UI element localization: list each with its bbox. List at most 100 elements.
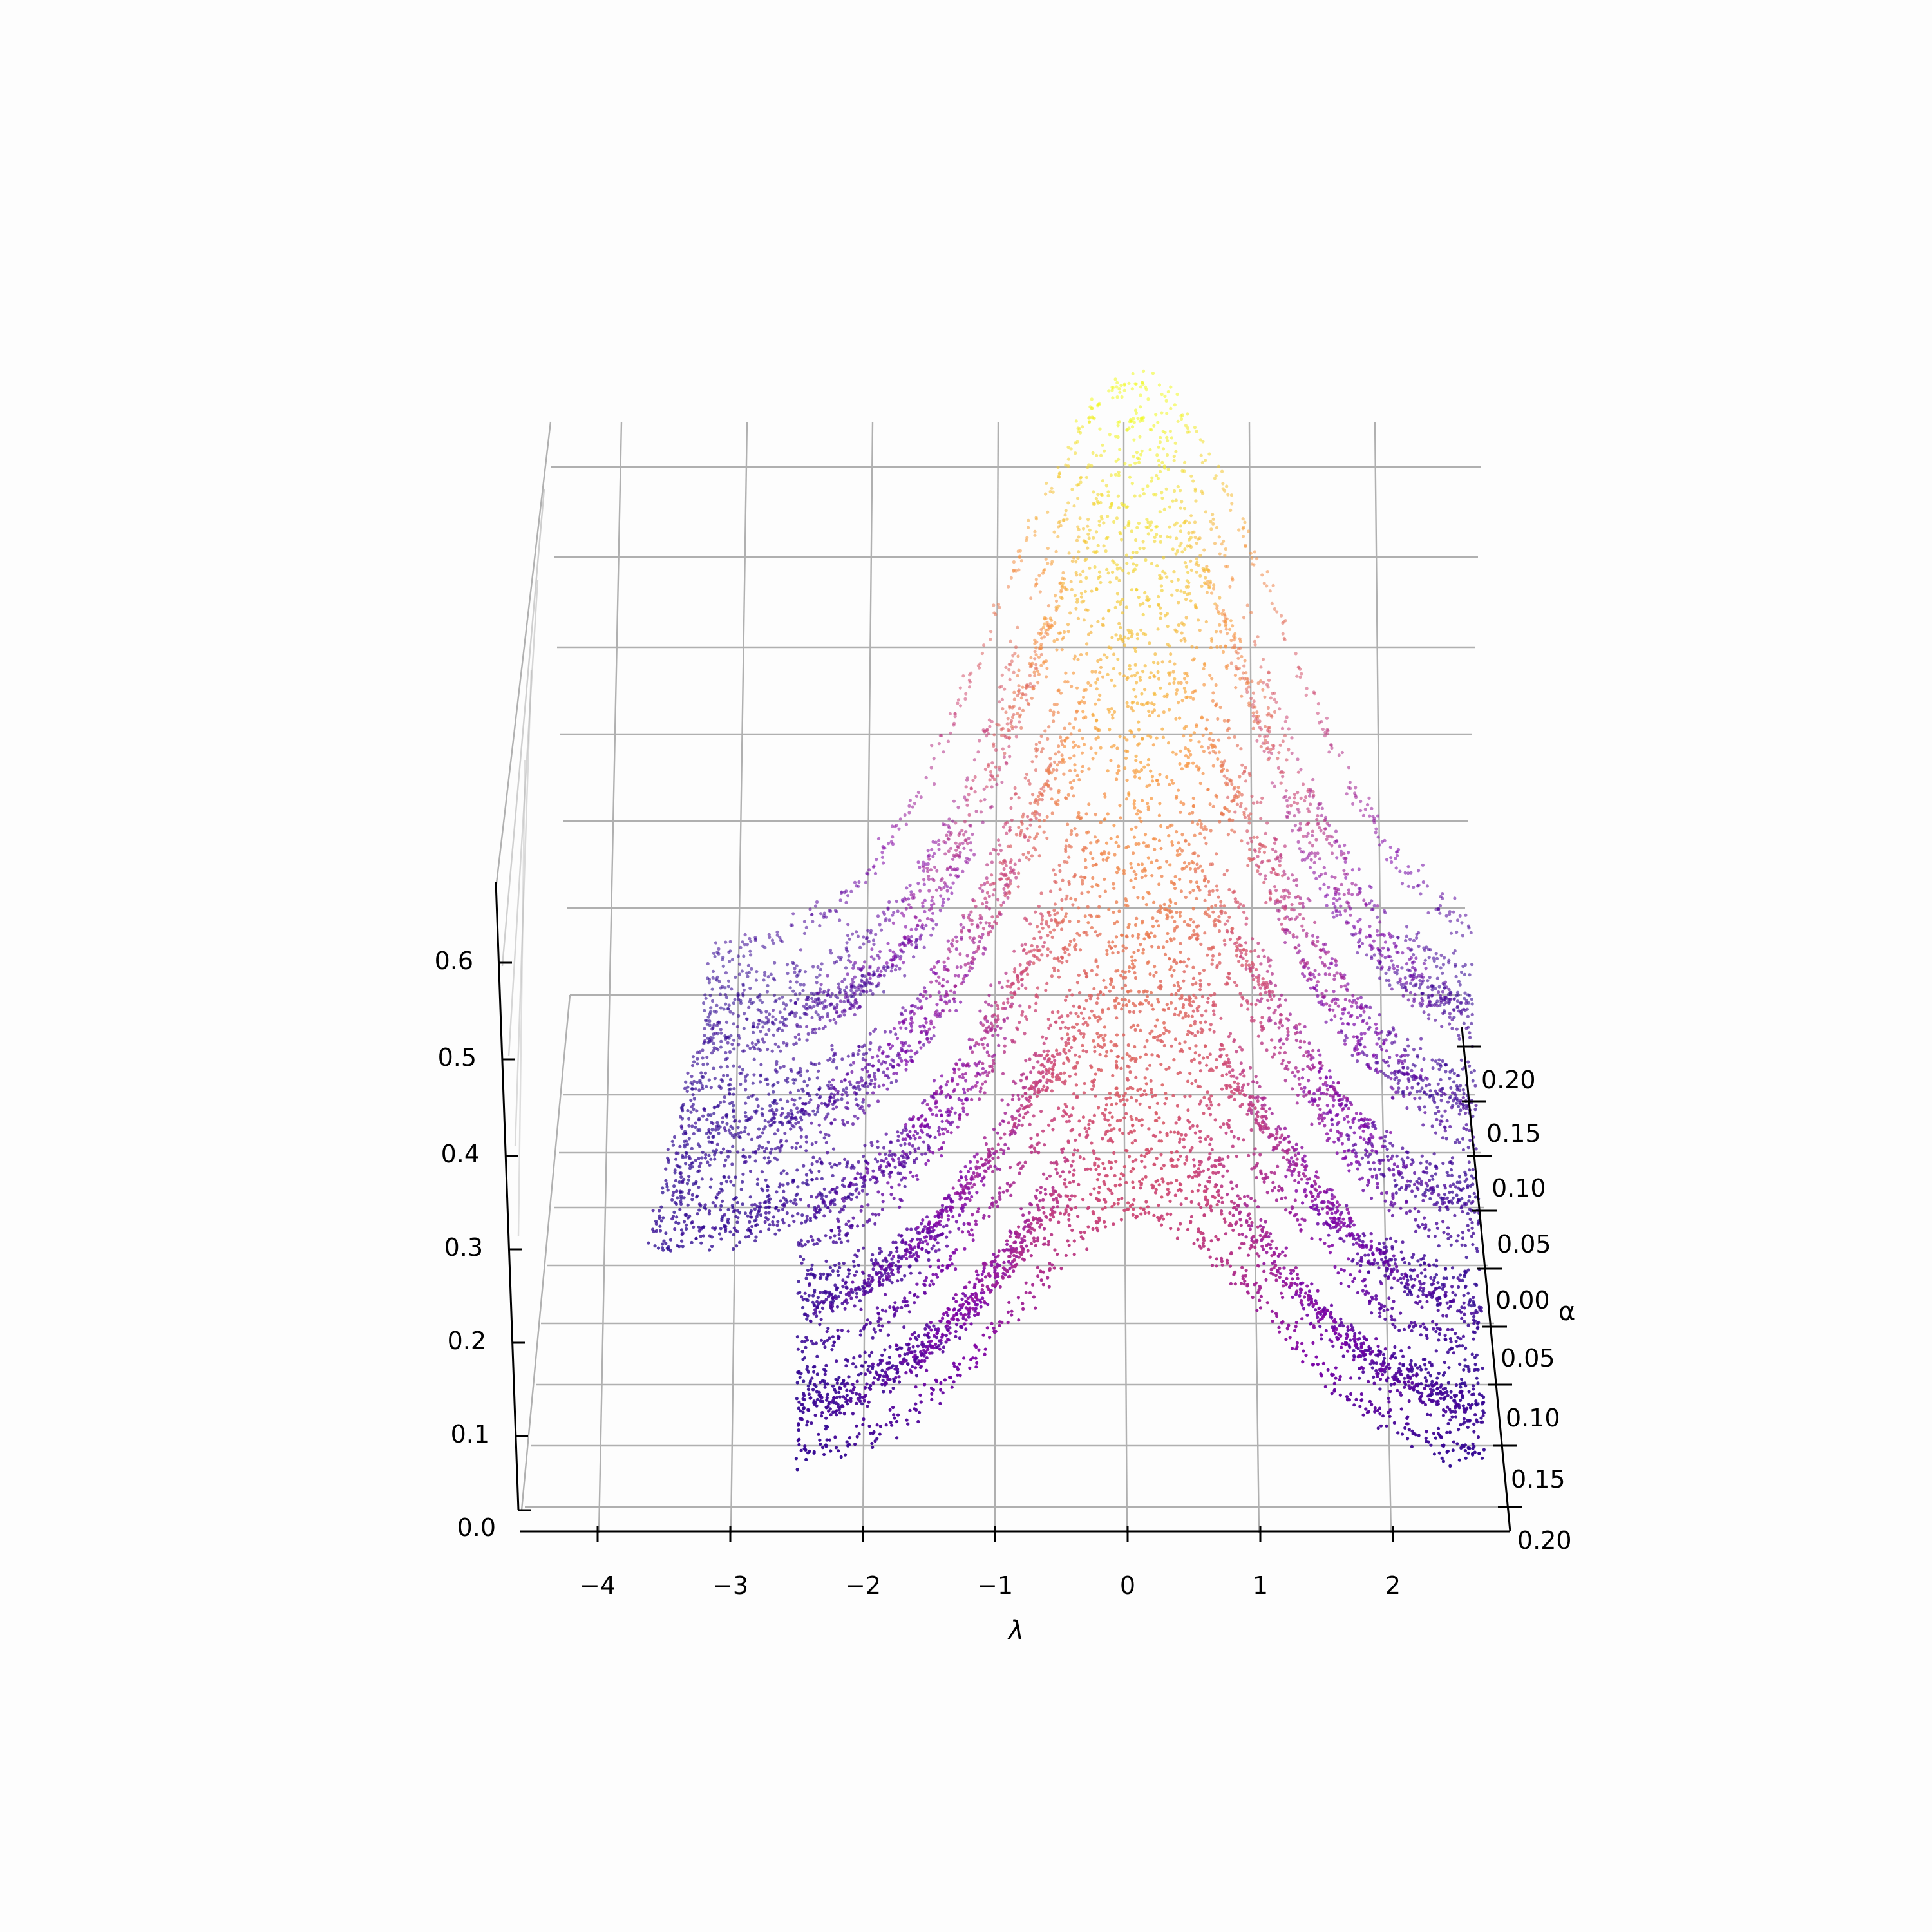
scatter-point xyxy=(1412,886,1416,889)
scatter-point xyxy=(904,898,908,902)
scatter-point xyxy=(1139,628,1143,632)
scatter-point xyxy=(1114,459,1118,463)
scatter-point xyxy=(1444,996,1448,999)
scatter-point xyxy=(712,1041,715,1045)
scatter-point xyxy=(837,1014,840,1018)
scatter-point xyxy=(1211,699,1215,703)
scatter-point xyxy=(1168,708,1171,712)
scatter-point xyxy=(1222,774,1226,778)
scatter-point xyxy=(857,967,860,971)
scatter-point xyxy=(1291,829,1294,833)
scatter-point xyxy=(898,1021,902,1025)
scatter-point xyxy=(1172,570,1176,574)
scatter-point xyxy=(925,1030,929,1034)
scatter-point xyxy=(1455,999,1459,1003)
scatter-point xyxy=(1450,1173,1454,1177)
scatter-point xyxy=(1300,972,1305,976)
scatter-point xyxy=(882,1146,886,1150)
scatter-point xyxy=(1263,741,1267,745)
scatter-point xyxy=(800,1108,804,1112)
scatter-point xyxy=(1189,753,1193,757)
scatter-point xyxy=(1070,488,1074,491)
scatter-point xyxy=(1288,931,1292,934)
scatter-point xyxy=(982,946,986,950)
scatter-point xyxy=(1183,639,1187,643)
scatter-point xyxy=(865,978,869,982)
scatter-point xyxy=(868,972,872,976)
scatter-point xyxy=(1117,473,1121,477)
scatter-point xyxy=(1437,1058,1441,1062)
scatter-point xyxy=(918,999,922,1003)
scatter-point xyxy=(848,937,851,941)
scatter-point xyxy=(818,1018,822,1021)
scatter-point xyxy=(1073,654,1077,658)
scatter-point xyxy=(1137,720,1141,724)
scatter-point xyxy=(775,930,779,934)
scatter-point xyxy=(1041,571,1045,575)
scatter-point xyxy=(838,1162,842,1166)
scatter-point xyxy=(802,1004,806,1008)
scatter-point xyxy=(969,848,973,852)
scatter-point xyxy=(1269,752,1274,755)
scatter-point xyxy=(1461,1095,1465,1099)
scatter-point xyxy=(1075,833,1079,837)
scatter-point xyxy=(1142,546,1146,551)
scatter-point xyxy=(1211,522,1215,526)
scatter-point xyxy=(1088,528,1092,532)
scatter-point xyxy=(963,820,967,824)
scatter-point xyxy=(1316,806,1320,810)
scatter-point xyxy=(1028,922,1032,926)
scatter-point xyxy=(1210,591,1214,595)
scatter-point xyxy=(1250,679,1254,683)
scatter-point xyxy=(992,603,996,607)
scatter-point xyxy=(1095,453,1099,457)
scatter-point xyxy=(845,1093,849,1097)
scatter-point xyxy=(746,1095,750,1099)
scatter-point xyxy=(1298,902,1302,905)
scatter-point xyxy=(737,1036,742,1040)
scatter-point xyxy=(1296,808,1300,811)
scatter-point xyxy=(1204,620,1208,624)
scatter-point xyxy=(1270,972,1274,976)
scatter-point xyxy=(1090,406,1094,410)
scatter-point xyxy=(696,1062,699,1066)
scatter-point xyxy=(1390,987,1394,991)
floor-grid-x-neg4 xyxy=(598,1043,610,1533)
scatter-point xyxy=(1198,629,1202,632)
scatter-point xyxy=(1273,885,1276,889)
scatter-point xyxy=(778,1149,782,1153)
scatter-point xyxy=(918,889,922,893)
scatter-point xyxy=(1444,914,1448,918)
scatter-point xyxy=(1412,1048,1416,1052)
scatter-point xyxy=(967,929,971,933)
scatter-point xyxy=(1126,636,1130,640)
scatter-point xyxy=(1457,1037,1461,1041)
scatter-point xyxy=(1296,791,1300,795)
scatter-point xyxy=(864,880,867,884)
scatter-point xyxy=(795,1106,799,1110)
scatter-point xyxy=(1157,714,1160,718)
scatter-point xyxy=(1259,962,1263,966)
scatter-point xyxy=(752,1021,755,1025)
scatter-point xyxy=(1372,1054,1376,1058)
scatter-point xyxy=(998,843,1002,847)
scatter-point xyxy=(1148,448,1152,452)
scatter-point xyxy=(798,992,802,996)
scatter-point xyxy=(1046,510,1050,514)
scatter-point xyxy=(1267,670,1271,674)
scatter-point xyxy=(898,817,902,821)
scatter-point xyxy=(1222,539,1226,544)
scatter-point xyxy=(1079,431,1083,435)
scatter-point xyxy=(1050,560,1054,564)
scatter-point xyxy=(732,1038,736,1042)
scatter-point xyxy=(701,1056,705,1060)
scatter-point xyxy=(1052,530,1056,534)
scatter-point xyxy=(1060,648,1064,652)
scatter-point xyxy=(1033,533,1037,537)
scatter-point xyxy=(1251,703,1255,706)
scatter-point xyxy=(830,1165,834,1169)
scatter-point xyxy=(869,1079,873,1083)
scatter-point xyxy=(1345,921,1349,925)
scatter-point xyxy=(1186,674,1189,678)
scatter-point xyxy=(770,1020,775,1024)
